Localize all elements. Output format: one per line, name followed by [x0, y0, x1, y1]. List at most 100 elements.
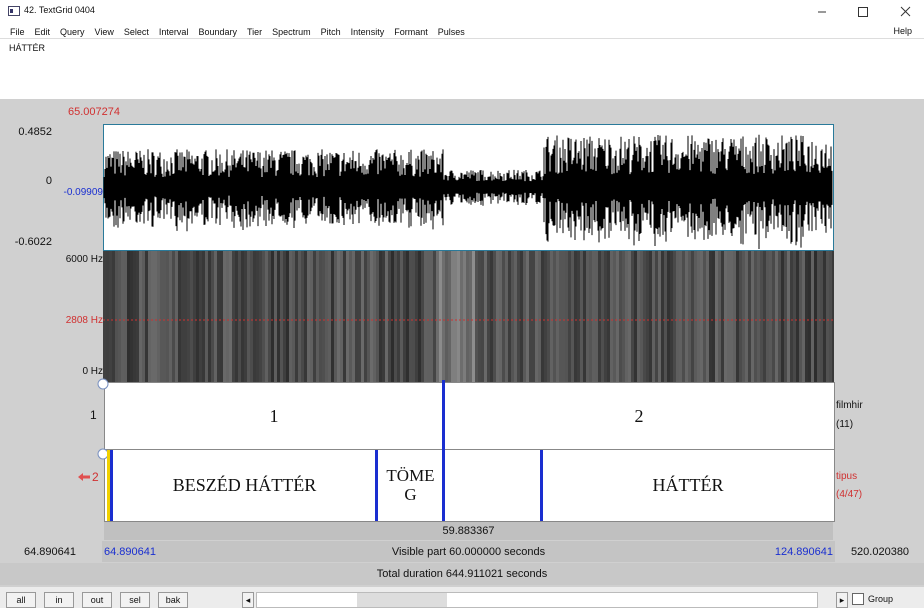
- menu-item[interactable]: Interval: [159, 27, 189, 37]
- spec-column: [811, 251, 814, 382]
- menu-item[interactable]: View: [95, 27, 114, 37]
- menu-item[interactable]: Pitch: [321, 27, 341, 37]
- button[interactable]: all: [6, 592, 36, 608]
- spec-column: [109, 251, 112, 382]
- spec-column: [178, 251, 181, 382]
- spec-column: [307, 251, 310, 382]
- spec-column: [814, 251, 817, 382]
- boundary[interactable]: [540, 450, 543, 521]
- spec-column: [631, 251, 634, 382]
- spec-column: [520, 251, 523, 382]
- spec-column: [523, 251, 526, 382]
- visible-bar[interactable]: 64.890641 Visible part 60.000000 seconds…: [102, 541, 835, 562]
- spec-column: [823, 251, 826, 382]
- spec-column: [232, 251, 235, 382]
- spec-column: [334, 251, 337, 382]
- spec-column: [397, 251, 400, 382]
- spec-column: [484, 251, 487, 382]
- spec-column: [559, 251, 562, 382]
- text-field[interactable]: HÁTTÉR: [0, 38, 924, 100]
- window-controls[interactable]: [810, 4, 920, 20]
- spec-column: [415, 251, 418, 382]
- spec-column: [760, 251, 763, 382]
- spec-column: [781, 251, 784, 382]
- spec-column: [565, 251, 568, 382]
- boundary[interactable]: [375, 450, 378, 521]
- spec-column: [133, 251, 136, 382]
- interval-label[interactable]: 1: [105, 383, 443, 449]
- spec-column: [250, 251, 253, 382]
- wave-max: 0.4852: [18, 126, 52, 138]
- interval-label[interactable]: BESZÉD HÁTTÉR: [113, 450, 376, 520]
- spec-column: [340, 251, 343, 382]
- boundary[interactable]: [110, 450, 113, 521]
- spec-column: [181, 251, 184, 382]
- spec-column: [775, 251, 778, 382]
- menu-item[interactable]: File: [10, 27, 25, 37]
- spec-column: [361, 251, 364, 382]
- interval-label[interactable]: 2: [445, 383, 833, 449]
- spec-column: [418, 251, 421, 382]
- interval-label[interactable]: HÁTTÉR: [543, 450, 833, 520]
- spec-column: [442, 251, 445, 382]
- total-bar[interactable]: Total duration 644.911021 seconds: [0, 563, 924, 585]
- spec-column: [283, 251, 286, 382]
- spec-column: [574, 251, 577, 382]
- spec-column: [586, 251, 589, 382]
- button[interactable]: bak: [158, 592, 188, 608]
- menu-item[interactable]: Boundary: [198, 27, 237, 37]
- button[interactable]: sel: [120, 592, 150, 608]
- spec-column: [379, 251, 382, 382]
- visible-part: Visible part 60.000000 seconds: [102, 546, 835, 558]
- scroll-left[interactable]: ◂: [242, 592, 254, 608]
- menu-item[interactable]: Edit: [35, 27, 51, 37]
- wave-cursor-value: -0.09909: [64, 187, 103, 198]
- scroll-right[interactable]: ▸: [836, 592, 848, 608]
- spec-column: [640, 251, 643, 382]
- spec-column: [493, 251, 496, 382]
- spec-column: [808, 251, 811, 382]
- spec-column: [424, 251, 427, 382]
- spec-column: [259, 251, 262, 382]
- menu-item[interactable]: Query: [60, 27, 85, 37]
- interval-label[interactable]: TÖME G: [378, 450, 443, 520]
- spec-column: [778, 251, 781, 382]
- button[interactable]: out: [82, 592, 112, 608]
- boundary[interactable]: [442, 380, 445, 521]
- menu-item[interactable]: Intensity: [351, 27, 385, 37]
- menu-item[interactable]: Spectrum: [272, 27, 311, 37]
- right-outside[interactable]: 520.020380: [836, 541, 924, 562]
- spec-column: [364, 251, 367, 382]
- menu-item[interactable]: Formant: [394, 27, 428, 37]
- scroll-thumb[interactable]: [357, 593, 447, 607]
- spec-column: [583, 251, 586, 382]
- menu-item[interactable]: Select: [124, 27, 149, 37]
- spec-column: [430, 251, 433, 382]
- spec-column: [658, 251, 661, 382]
- spec-column: [466, 251, 469, 382]
- spec-column: [709, 251, 712, 382]
- spec-column: [346, 251, 349, 382]
- spec-column: [142, 251, 145, 382]
- button[interactable]: in: [44, 592, 74, 608]
- spec-column: [595, 251, 598, 382]
- spec-column: [673, 251, 676, 382]
- spec-column: [436, 251, 439, 382]
- menu-item[interactable]: Pulses: [438, 27, 465, 37]
- spec-column: [796, 251, 799, 382]
- scrollbar[interactable]: [256, 592, 818, 608]
- spec-column: [742, 251, 745, 382]
- menu-help[interactable]: Help: [893, 26, 912, 36]
- spec-column: [685, 251, 688, 382]
- right-outside-time: 520.020380: [851, 546, 909, 558]
- group-checkbox[interactable]: [852, 593, 864, 605]
- spec-column: [409, 251, 412, 382]
- left-outside[interactable]: 64.890641: [0, 541, 100, 562]
- menu-item[interactable]: Tier: [247, 27, 262, 37]
- spec-column: [451, 251, 454, 382]
- selection-bar[interactable]: 59.883367: [104, 522, 833, 540]
- spec-column: [787, 251, 790, 382]
- spec-column: [385, 251, 388, 382]
- spec-column: [214, 251, 217, 382]
- spec-column: [634, 251, 637, 382]
